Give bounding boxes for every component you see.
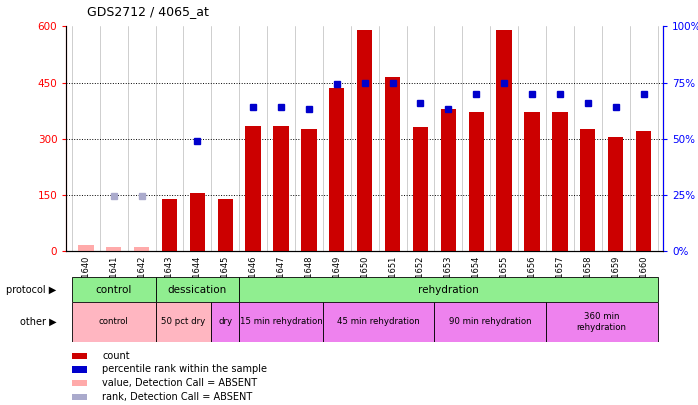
Bar: [156, 302, 211, 342]
Bar: [496, 30, 512, 251]
Bar: [440, 109, 456, 251]
Bar: [218, 198, 233, 251]
Bar: [580, 129, 595, 251]
Bar: [385, 77, 400, 251]
Text: dry: dry: [218, 318, 232, 326]
Bar: [73, 366, 87, 373]
Bar: [302, 129, 317, 251]
Bar: [524, 113, 540, 251]
Bar: [106, 247, 121, 251]
Bar: [468, 113, 484, 251]
Text: dessication: dessication: [168, 285, 227, 294]
Text: percentile rank within the sample: percentile rank within the sample: [102, 364, 267, 374]
Text: protocol ▶: protocol ▶: [6, 285, 57, 294]
Text: GDS2712 / 4065_at: GDS2712 / 4065_at: [87, 5, 209, 18]
Bar: [78, 245, 94, 251]
Bar: [546, 302, 658, 342]
Bar: [246, 126, 261, 251]
Text: control: control: [99, 318, 128, 326]
Bar: [552, 113, 567, 251]
Bar: [608, 137, 623, 251]
Text: 90 min rehydration: 90 min rehydration: [449, 318, 531, 326]
Text: rank, Detection Call = ABSENT: rank, Detection Call = ABSENT: [102, 392, 253, 402]
Text: count: count: [102, 351, 130, 361]
Text: 360 min
rehydration: 360 min rehydration: [577, 312, 627, 332]
Bar: [636, 131, 651, 251]
Text: 15 min rehydration: 15 min rehydration: [239, 318, 322, 326]
Text: control: control: [96, 285, 132, 294]
Bar: [274, 126, 289, 251]
Bar: [323, 302, 434, 342]
Bar: [73, 394, 87, 400]
Bar: [73, 380, 87, 386]
Bar: [239, 302, 323, 342]
Bar: [72, 277, 156, 302]
Text: other ▶: other ▶: [20, 317, 57, 327]
Bar: [156, 277, 239, 302]
Text: value, Detection Call = ABSENT: value, Detection Call = ABSENT: [102, 378, 258, 388]
Bar: [239, 277, 658, 302]
Text: 45 min rehydration: 45 min rehydration: [337, 318, 420, 326]
Bar: [162, 198, 177, 251]
Text: rehydration: rehydration: [418, 285, 479, 294]
Bar: [434, 302, 546, 342]
Bar: [72, 302, 156, 342]
Bar: [190, 193, 205, 251]
Bar: [357, 30, 372, 251]
Bar: [329, 88, 345, 251]
Bar: [73, 352, 87, 359]
Text: 50 pct dry: 50 pct dry: [161, 318, 206, 326]
Bar: [134, 247, 149, 251]
Bar: [211, 302, 239, 342]
Bar: [413, 128, 428, 251]
